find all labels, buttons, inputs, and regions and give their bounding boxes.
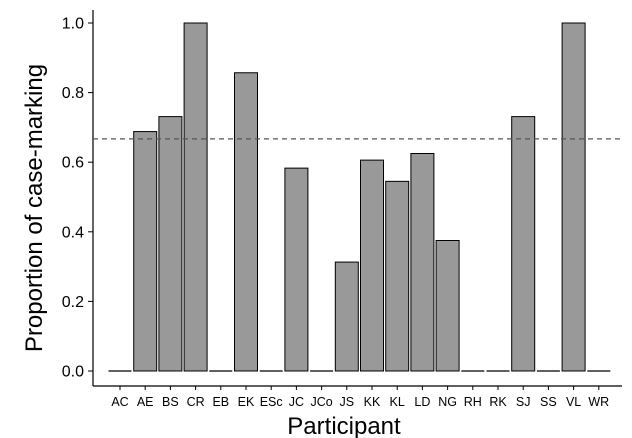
y-axis-title: Proportion of case-marking [21, 64, 48, 352]
plot-area: 0.0 0.2 0.4 0.6 0.8 1.0 AC AE BS CR EB EK ESc JC JCo JS… [62, 10, 622, 409]
x-tick-label: CR [187, 395, 205, 409]
x-tick-label: JS [340, 395, 355, 409]
bar-kk [360, 159, 384, 372]
x-tick-label: RH [464, 395, 482, 409]
x-tick-label: SJ [516, 395, 531, 409]
bar-sj [511, 116, 536, 372]
bar-vl [561, 22, 586, 372]
bar-js [334, 261, 359, 372]
x-tick-label: EK [238, 395, 255, 409]
x-axis-title: Participant [287, 413, 401, 438]
x-tick-label: NG [438, 395, 457, 409]
y-tick-label: 0.6 [62, 155, 84, 172]
x-tick-label: EB [212, 395, 229, 409]
x-tick-label: JCo [310, 395, 332, 409]
bar-cr [183, 22, 208, 372]
bar-ae [133, 131, 158, 372]
bar-ek [234, 72, 258, 372]
bar-bs [158, 116, 183, 372]
x-tick-label: VL [566, 395, 581, 409]
y-tick-label: 1.0 [62, 16, 84, 33]
x-tick-label: BS [162, 395, 179, 409]
x-tick-label: KK [364, 395, 381, 409]
x-tick-label: RK [489, 395, 507, 409]
bar-ng [435, 240, 460, 372]
x-tick-label: AE [137, 395, 154, 409]
x-tick-label: JC [289, 395, 304, 409]
x-tick-label: SS [540, 395, 557, 409]
bar-jc [284, 167, 309, 372]
y-tick-label: 0.0 [62, 364, 84, 381]
y-tick-label: 0.4 [62, 224, 84, 241]
y-tick-label: 0.8 [62, 85, 84, 102]
x-tick-label: KL [390, 395, 405, 409]
x-tick-label: LD [414, 395, 430, 409]
x-tick-label: WR [588, 395, 609, 409]
bar-kl [385, 180, 410, 372]
x-tick-label: AC [111, 395, 128, 409]
bar-ld [410, 153, 435, 372]
y-tick-label: 0.2 [62, 294, 84, 311]
x-tick-label: ESc [260, 395, 283, 409]
